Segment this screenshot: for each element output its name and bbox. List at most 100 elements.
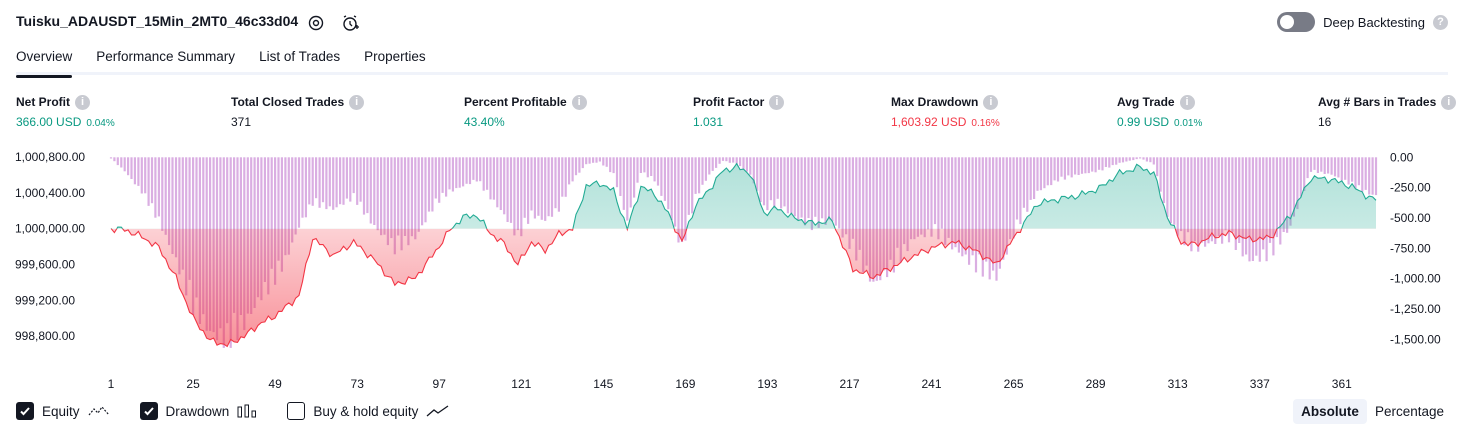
drawdown-bar	[595, 157, 598, 163]
drawdown-bar	[492, 157, 495, 200]
drawdown-bar	[1162, 157, 1166, 203]
drawdown-bar	[807, 157, 810, 219]
drawdown-bar	[725, 157, 728, 162]
drawdown-bar	[964, 157, 967, 255]
drawdown-bar	[1098, 157, 1101, 170]
info-icon[interactable]: i	[1179, 94, 1195, 110]
drawdown-bar	[1091, 157, 1094, 172]
drawdown-bar	[1180, 157, 1183, 232]
drawdown-bar	[1303, 157, 1306, 191]
info-icon[interactable]: i	[1441, 94, 1457, 110]
settings-icon[interactable]	[305, 12, 327, 34]
legend-buy-hold[interactable]: Buy & hold equity	[287, 402, 450, 420]
x-tick-label: 121	[511, 377, 531, 391]
drawdown-bar	[1111, 157, 1114, 166]
drawdown-bar	[339, 157, 342, 205]
drawdown-bar	[1128, 157, 1131, 161]
drawdown-bar	[1012, 157, 1015, 239]
drawdown-bar	[1009, 157, 1012, 240]
info-icon[interactable]: i	[571, 94, 587, 110]
drawdown-bar	[256, 157, 260, 298]
drawdown-bar	[773, 157, 776, 208]
drawdown-bar	[694, 157, 697, 194]
drawdown-bar	[858, 157, 861, 250]
drawdown-bar	[181, 157, 184, 270]
drawdown-bar	[626, 157, 629, 221]
drawdown-bar	[451, 157, 454, 192]
drawdown-bar	[838, 157, 841, 229]
drawdown-bar	[868, 157, 872, 282]
drawdown-bar	[564, 157, 567, 197]
info-icon[interactable]: i	[769, 94, 785, 110]
info-icon[interactable]: i	[349, 94, 365, 110]
drawdown-bar	[1056, 157, 1060, 182]
drawdown-bar	[636, 157, 639, 183]
checkbox-checked-icon[interactable]	[139, 402, 158, 420]
drawdown-bar	[123, 157, 126, 172]
drawdown-bar	[1275, 157, 1278, 238]
y-right-tick-label: -1,000.00	[1390, 272, 1441, 286]
drawdown-bar	[882, 157, 885, 271]
drawdown-bar	[711, 157, 714, 171]
drawdown-bar	[557, 157, 560, 212]
checkbox-unchecked-icon[interactable]	[287, 402, 306, 420]
drawdown-bar	[161, 157, 164, 231]
drawdown-bar	[506, 157, 509, 222]
info-icon[interactable]: i	[75, 94, 90, 110]
drawdown-bar	[414, 157, 417, 240]
percentage-button[interactable]: Percentage	[1374, 404, 1444, 419]
deep-backtesting-toggle[interactable]	[1277, 12, 1316, 32]
drawdown-bar	[643, 157, 646, 173]
equity-line-negative	[110, 228, 1278, 348]
drawdown-bar	[520, 157, 523, 237]
absolute-button[interactable]: Absolute	[1293, 399, 1367, 424]
drawdown-bar	[940, 157, 943, 229]
drawdown-bar	[1351, 157, 1354, 182]
tab-bar: Overview Performance Summary List of Tra…	[16, 46, 450, 78]
drawdown-bar	[687, 157, 690, 215]
drawdown-bar	[691, 157, 694, 214]
alarm-add-icon[interactable]	[339, 12, 361, 34]
drawdown-bar	[776, 157, 779, 199]
tab-properties[interactable]: Properties	[364, 49, 426, 64]
equity-chart[interactable]: 1,000,800.00 1,000,400.00 1,000,000.00 999,…	[0, 138, 1466, 394]
drawdown-bar	[1282, 157, 1285, 232]
drawdown-bar	[1354, 157, 1357, 189]
drawdown-bar	[995, 157, 998, 281]
legend-drawdown[interactable]: Drawdown	[139, 402, 258, 420]
drawdown-bar	[978, 157, 981, 255]
drawdown-bar	[486, 157, 489, 190]
drawdown-bar	[732, 157, 735, 163]
info-icon[interactable]: i	[983, 94, 999, 110]
drawdown-bar	[1231, 157, 1234, 232]
drawdown-bar	[810, 157, 813, 231]
drawdown-bar	[1320, 157, 1323, 172]
drawdown-bar	[1063, 157, 1066, 180]
tab-list-of-trades[interactable]: List of Trades	[259, 49, 341, 64]
tab-overview[interactable]: Overview	[16, 46, 73, 78]
drawdown-bar	[1248, 157, 1251, 262]
drawdown-bar	[865, 157, 868, 266]
drawdown-bar	[981, 157, 984, 277]
y-right-tick-label: -1,250.00	[1390, 302, 1441, 316]
drawdown-bar	[421, 157, 424, 226]
drawdown-bar	[185, 157, 188, 296]
checkbox-checked-icon[interactable]	[16, 402, 34, 420]
drawdown-bar	[1306, 157, 1309, 179]
y-right-tick-label: -750.00	[1390, 241, 1431, 255]
drawdown-bar	[766, 157, 769, 211]
legend-equity-label: Equity	[42, 403, 80, 419]
drawdown-bar	[154, 157, 157, 218]
drawdown-bar	[280, 157, 283, 272]
tab-performance-summary[interactable]: Performance Summary	[96, 49, 236, 64]
drawdown-bar	[1200, 157, 1203, 243]
help-icon[interactable]: ?	[1433, 14, 1448, 30]
legend-equity[interactable]: Equity	[16, 402, 110, 420]
legend-buyhold-label: Buy & hold equity	[313, 403, 419, 419]
drawdown-bar	[1050, 157, 1053, 186]
drawdown-bar	[571, 157, 574, 182]
drawdown-bar	[609, 157, 612, 173]
x-tick-label: 361	[1332, 377, 1352, 391]
drawdown-bar	[1292, 157, 1295, 217]
drawdown-bar	[291, 157, 294, 243]
